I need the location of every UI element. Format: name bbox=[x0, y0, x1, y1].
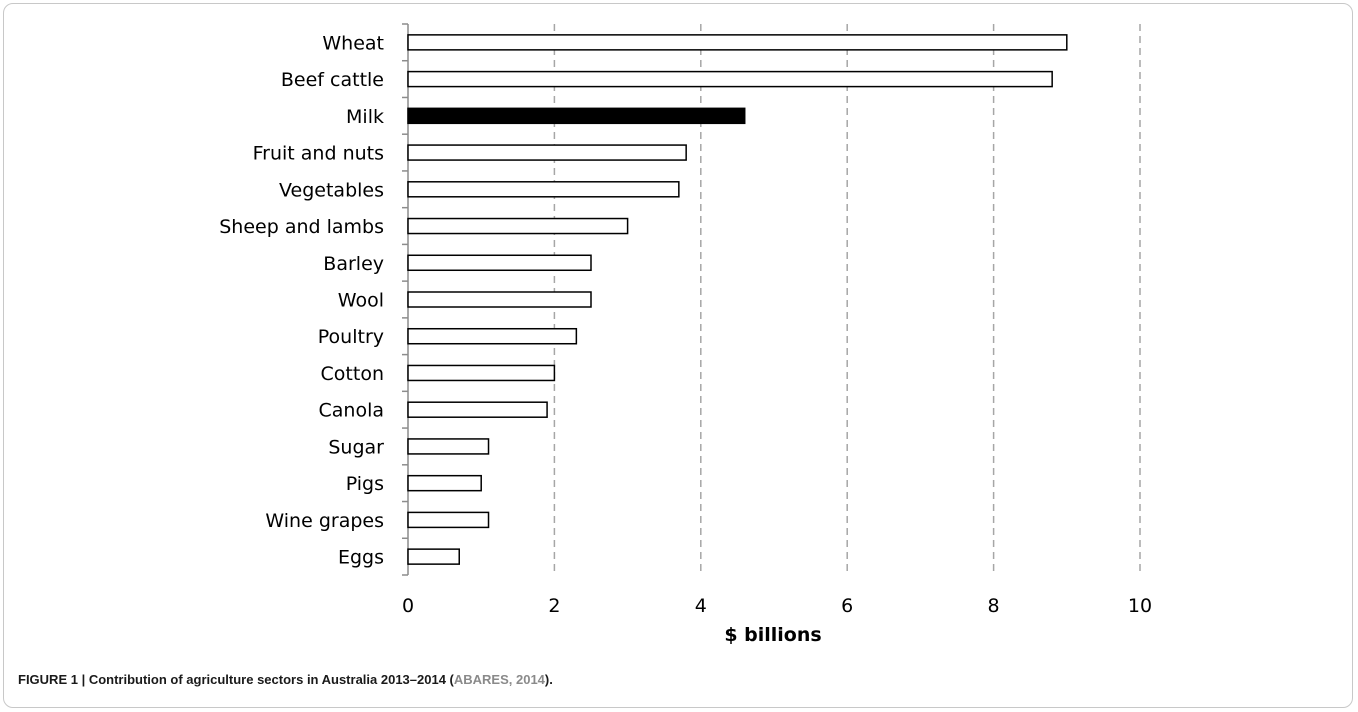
x-tick-label-6: 6 bbox=[841, 595, 853, 617]
x-tick-label-10: 10 bbox=[1128, 595, 1152, 617]
bar-beef-cattle bbox=[407, 70, 1053, 88]
bar-sugar bbox=[407, 438, 490, 455]
figure-caption: FIGURE 1 | Contribution of agriculture s… bbox=[18, 672, 553, 687]
bar-milk bbox=[407, 107, 746, 125]
bars bbox=[407, 34, 1068, 565]
x-axis-label: $ billions bbox=[724, 624, 821, 646]
category-label-sheep-and-lambs: Sheep and lambs bbox=[219, 216, 384, 238]
category-label-beef-cattle: Beef cattle bbox=[281, 69, 384, 91]
bar-poultry bbox=[407, 327, 578, 345]
bar-wine-grapes bbox=[407, 511, 490, 529]
category-label-vegetables: Vegetables bbox=[279, 179, 384, 201]
bar-sheep-and-lambs bbox=[407, 217, 629, 235]
bar-fruit-and-nuts bbox=[407, 144, 687, 161]
x-tick-label-2: 2 bbox=[548, 595, 560, 617]
bar-canola bbox=[407, 401, 548, 418]
bar-barley bbox=[407, 254, 592, 272]
axes bbox=[402, 23, 409, 576]
bar-eggs bbox=[407, 548, 460, 565]
category-label-milk: Milk bbox=[346, 106, 384, 128]
bar-wheat bbox=[407, 34, 1068, 51]
bar-vegetables bbox=[407, 181, 680, 198]
x-tick-label-0: 0 bbox=[402, 595, 414, 617]
category-label-barley: Barley bbox=[323, 253, 384, 275]
category-label-cotton: Cotton bbox=[321, 363, 384, 385]
x-tick-label-8: 8 bbox=[988, 595, 1000, 617]
category-label-eggs: Eggs bbox=[338, 547, 384, 569]
bar-cotton bbox=[407, 364, 556, 382]
category-label-pigs: Pigs bbox=[346, 473, 384, 495]
category-label-wheat: Wheat bbox=[322, 32, 384, 54]
category-label-wool: Wool bbox=[338, 290, 384, 312]
bar-pigs bbox=[407, 474, 482, 492]
category-label-sugar: Sugar bbox=[328, 436, 384, 458]
caption-suffix: ). bbox=[544, 672, 553, 687]
tick-labels: 0 2 4 6 8 10 bbox=[402, 595, 1152, 617]
x-tick-label-4: 4 bbox=[695, 595, 707, 617]
category-labels: Wheat Beef cattle Milk Fruit and nuts Vegeta… bbox=[219, 32, 384, 568]
bar-chart: Wheat Beef cattle Milk Fruit and nuts Vegeta… bbox=[219, 23, 1152, 646]
category-label-poultry: Poultry bbox=[318, 326, 384, 348]
caption-citation-link[interactable]: ABARES, 2014 bbox=[453, 672, 545, 687]
category-label-wine-grapes: Wine grapes bbox=[265, 510, 384, 532]
category-label-canola: Canola bbox=[319, 400, 385, 422]
bar-wool bbox=[407, 291, 592, 308]
caption-text: FIGURE 1 | Contribution of agriculture s… bbox=[18, 672, 454, 687]
category-label-fruit-and-nuts: Fruit and nuts bbox=[253, 143, 384, 165]
gridlines bbox=[553, 24, 1141, 575]
